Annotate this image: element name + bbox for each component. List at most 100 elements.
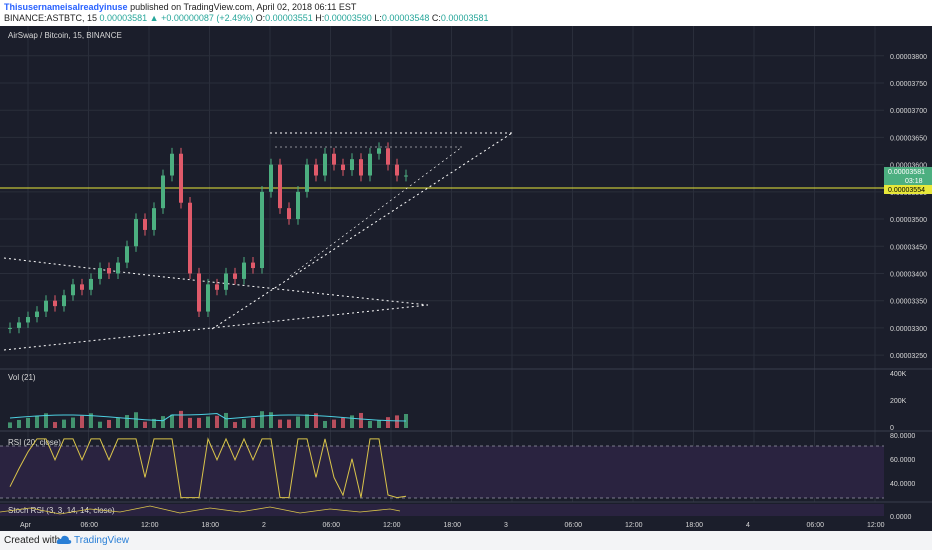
rsi-tick: 60.0000 — [890, 457, 915, 464]
volume-bar — [341, 417, 345, 428]
volume-bar — [332, 419, 336, 428]
candle-body — [278, 164, 282, 209]
high-label: H: — [315, 13, 325, 23]
volume-bar — [161, 416, 165, 428]
upper-triangle-line[interactable] — [3, 257, 429, 306]
candle-body — [134, 219, 138, 247]
candle-body — [125, 246, 129, 263]
volume-bar — [125, 415, 129, 428]
inner-bottom-line[interactable] — [289, 146, 463, 277]
candle-body — [206, 284, 210, 312]
time-tick: 12:00 — [625, 522, 643, 529]
candle-body — [296, 191, 300, 220]
price-tick: 0.00003700 — [890, 108, 927, 115]
candle-body — [35, 311, 39, 318]
chart-area[interactable]: AirSwap / Bitcoin, 15, BINANCE 0.0000380… — [0, 26, 932, 531]
volume-bar — [278, 419, 282, 428]
time-tick: 12:00 — [383, 522, 401, 529]
candle-body — [386, 148, 390, 165]
price-tick: 0.00003450 — [890, 244, 927, 251]
price-tick: 0.00003400 — [890, 271, 927, 278]
price-tick: 0.00003600 — [890, 163, 927, 170]
publication-header: Thisusernameisalreadyinuse published on … — [0, 0, 932, 26]
time-tick: 3 — [504, 522, 508, 529]
time-tick: 06:00 — [807, 522, 825, 529]
high-value: 0.00003590 — [324, 13, 372, 23]
candle-body — [341, 164, 345, 171]
line-price-tag — [884, 185, 932, 194]
candle-body — [53, 300, 57, 307]
last-price-label: 0.00003581 — [888, 169, 925, 176]
candle-body — [323, 153, 327, 176]
stoch-band — [0, 504, 884, 516]
candle-body — [395, 164, 399, 176]
volume-bar — [179, 410, 183, 428]
volume-bar — [35, 415, 39, 428]
price-tick: 0.00003650 — [890, 135, 927, 142]
volume-bar — [98, 421, 102, 428]
footer: Created with TradingView — [0, 531, 932, 550]
candle-body — [350, 159, 354, 171]
volume-tick: 0 — [890, 425, 894, 432]
candle-body — [269, 164, 273, 192]
last-value: 0.00003581 — [99, 13, 148, 23]
candle-body — [251, 262, 255, 269]
volume-bar — [134, 412, 138, 428]
rsi-band — [0, 446, 884, 498]
volume-bar — [251, 417, 255, 428]
lower-triangle-line[interactable] — [3, 304, 429, 351]
time-axis: Apr 06:00 12:00 18:00 2 06:00 12:00 18:00 3 06:00… — [20, 522, 885, 529]
volume-bar — [314, 413, 318, 428]
candle-body — [188, 202, 192, 274]
time-tick: 18:00 — [202, 522, 220, 529]
candle-body — [107, 268, 111, 274]
candle-body — [260, 191, 264, 269]
volume-ma-line — [9, 413, 407, 422]
volume-bar — [107, 419, 111, 428]
volume-bar — [377, 419, 381, 428]
volume-bars — [8, 410, 408, 428]
candle-body — [71, 284, 75, 296]
publish-line: Thisusernameisalreadyinuse published on … — [4, 2, 356, 12]
symbol-label: BINANCE:ASTBTC, 15 — [4, 13, 98, 23]
time-tick: 18:00 — [444, 522, 462, 529]
candle-body — [233, 273, 237, 279]
tradingview-brand[interactable]: TradingView — [74, 535, 130, 546]
volume-bar — [197, 417, 201, 428]
time-tick: 12:00 — [141, 522, 159, 529]
open-label: O: — [255, 13, 266, 23]
author-link[interactable]: Thisusernameisalreadyinuse — [4, 2, 128, 12]
close-value: 0.00003581 — [440, 13, 489, 23]
volume-bar — [53, 422, 57, 428]
grid — [0, 26, 884, 502]
candle-body — [197, 273, 201, 312]
candle-body — [143, 219, 147, 230]
volume-bar — [116, 417, 120, 428]
candle-body — [17, 322, 21, 328]
volume-bar — [170, 414, 174, 428]
candle-body — [89, 278, 93, 290]
candle-body — [161, 175, 165, 209]
volume-tick: 400K — [890, 371, 907, 378]
candle-body — [179, 153, 183, 203]
candle-body — [152, 208, 156, 230]
volume-bar — [152, 418, 156, 428]
volume-bar — [26, 417, 30, 428]
volume-bar — [89, 413, 93, 428]
candle-body — [224, 273, 228, 290]
trendlines[interactable] — [3, 132, 513, 351]
chart-svg[interactable]: AirSwap / Bitcoin, 15, BINANCE 0.0000380… — [0, 26, 932, 531]
created-with-text: Created with — [4, 535, 61, 546]
volume-bar — [224, 412, 228, 428]
price-tick: 0.00003800 — [890, 54, 927, 61]
volume-bar — [215, 415, 219, 428]
volume-bar — [323, 421, 327, 428]
volume-bar — [296, 416, 300, 428]
volume-bar — [188, 417, 192, 428]
price-tick: 0.00003250 — [890, 353, 927, 360]
volume-bar — [305, 414, 309, 428]
time-tick: 06:00 — [323, 522, 341, 529]
candle-body — [377, 148, 381, 154]
price-tick: 0.00003500 — [890, 217, 927, 224]
volume-bar — [44, 413, 48, 428]
